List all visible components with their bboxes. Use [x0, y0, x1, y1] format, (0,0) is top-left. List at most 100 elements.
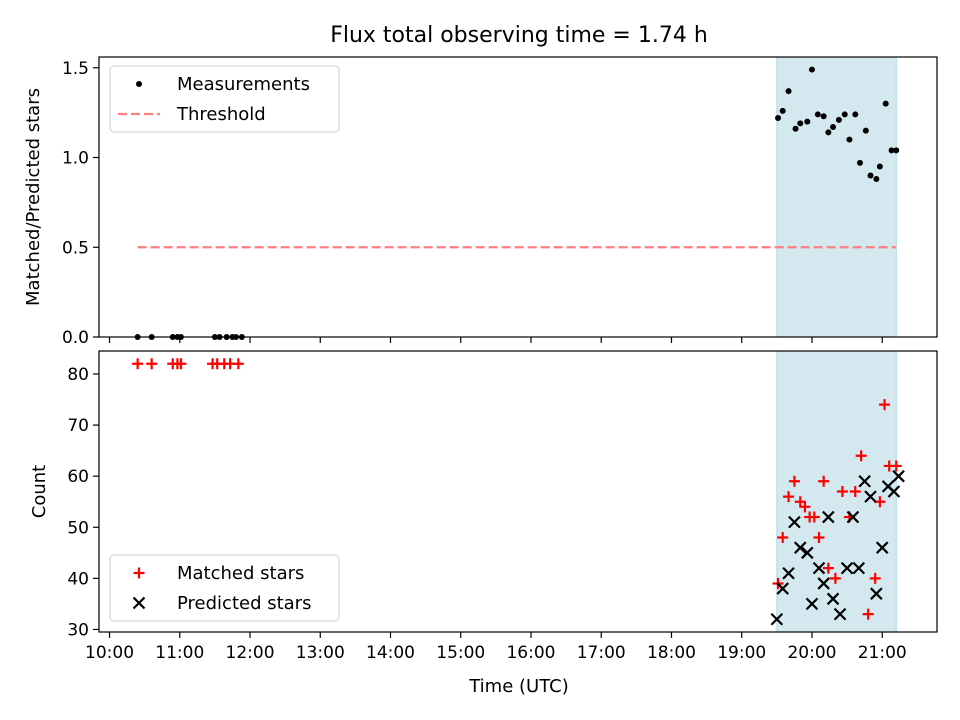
predicted-star-point: [812, 561, 826, 575]
legend-swatch-measurement: [136, 81, 142, 87]
matched-star-point: [808, 511, 820, 523]
matched-star-point: [777, 531, 789, 543]
measurement-point: [825, 129, 832, 136]
matched-star-point: [799, 501, 811, 513]
legend: Measurements Threshold: [109, 65, 340, 133]
y-axis-label: Count: [29, 465, 50, 518]
predicted-star-point: [826, 592, 840, 606]
x-tick-label: 10:00: [85, 643, 134, 663]
matched-star-point: [879, 399, 891, 411]
predicted-star-point: [887, 485, 901, 498]
measurement-point: [835, 116, 842, 123]
predicted-star-point: [864, 490, 877, 503]
y-tick-label: 70: [67, 416, 89, 436]
matched-star-point: [862, 608, 874, 620]
x-tick-label: 21:00: [858, 643, 907, 663]
legend-box: [109, 65, 340, 133]
matched-star-point: [855, 450, 867, 462]
matched-star-point: [869, 572, 881, 584]
predicted-star-point: [788, 515, 801, 529]
y-tick-label: 1.0: [62, 149, 89, 169]
matched-star-point: [849, 486, 861, 497]
observing-window-shade: [776, 350, 897, 633]
measurement-point: [820, 113, 827, 120]
matched-star-point: [829, 572, 841, 584]
matched-star-point: [132, 358, 144, 370]
predicted-star-point: [833, 607, 847, 621]
matched-star-point: [232, 358, 244, 370]
measurement-point: [856, 159, 863, 166]
predicted-star-point: [817, 577, 830, 590]
y-tick-label: 1.5: [62, 59, 89, 79]
measurement-point: [841, 111, 848, 118]
x-axis-label: Time (UTC): [468, 676, 569, 697]
predicted-star-point: [840, 561, 854, 575]
chart-title: Flux total observing time = 1.74 h: [330, 23, 708, 48]
measurement-point: [867, 172, 874, 179]
matched-star-point: [836, 486, 848, 497]
legend: Matched stars Predicted stars: [109, 554, 340, 622]
axes-frame: [98, 56, 938, 338]
measurement-point: [876, 163, 883, 170]
x-tick-label: 17:00: [577, 643, 626, 663]
matched-star-point: [783, 491, 795, 503]
legend-label: Measurements: [177, 74, 310, 95]
measurement-point: [775, 115, 782, 122]
predicted-star-point: [793, 541, 807, 554]
x-tick-label: 15:00: [436, 643, 485, 663]
measurement-point: [862, 127, 869, 134]
predicted-star-point: [870, 587, 883, 600]
predicted-star-point: [846, 510, 860, 524]
top-panel-ratio: 0.0 0.5 1.0 1.5 Matched/Predicted stars Measu…: [23, 56, 938, 348]
x-tick-label: 11:00: [155, 643, 204, 663]
x-tick-label: 14:00: [366, 643, 415, 663]
measurement-point: [882, 100, 889, 107]
y-tick-label: 60: [67, 467, 89, 487]
matched-star-point: [146, 358, 158, 370]
measurement-point: [808, 66, 815, 73]
measurement-point: [797, 120, 804, 127]
measurement-point: [830, 124, 837, 130]
matched-star-point: [813, 531, 825, 543]
x-tick-label: 16:00: [506, 643, 555, 663]
predicted-star-point: [822, 510, 835, 524]
predicted-star-point: [782, 566, 795, 580]
measurement-point: [804, 118, 811, 125]
measurement-point: [873, 176, 880, 183]
matched-star-point: [788, 475, 800, 487]
measurement-point: [792, 125, 799, 132]
x-tick-label: 19:00: [717, 643, 766, 663]
y-tick-label: 50: [67, 518, 89, 538]
measurement-point: [893, 147, 900, 154]
measurement-point: [779, 107, 786, 114]
matched-star-point: [890, 460, 902, 472]
measurement-point: [888, 147, 895, 154]
legend-swatch-predicted: [132, 596, 146, 610]
legend-swatch-matched: [133, 567, 145, 579]
x-tick-label: 12:00: [226, 643, 275, 663]
predicted-star-point: [801, 546, 814, 560]
predicted-star-point: [875, 541, 889, 554]
legend-label: Predicted stars: [177, 593, 311, 614]
observing-window-shade: [776, 56, 897, 338]
predicted-star-point: [805, 597, 819, 611]
predicted-star-point: [892, 469, 905, 483]
legend-label: Threshold: [176, 104, 266, 125]
axes-frame: [98, 350, 938, 633]
matched-star-point: [822, 562, 834, 574]
x-tick-label: 13:00: [296, 643, 345, 663]
x-tick-label: 18:00: [647, 643, 696, 663]
measurement-point: [814, 111, 821, 118]
y-tick-label: 40: [67, 569, 89, 589]
legend-label: Matched stars: [177, 563, 304, 584]
y-axis-label: Matched/Predicted stars: [23, 88, 44, 306]
predicted-star-point: [852, 561, 866, 575]
y-tick-label: 0.5: [62, 238, 89, 258]
bottom-panel-counts: 10:00 11:00 12:00 13:00 14:00 15:00 16:00 17:00…: [29, 350, 938, 663]
y-tick-label: 80: [67, 365, 89, 385]
measurement-point: [846, 136, 853, 143]
predicted-star-point: [858, 475, 871, 488]
matched-star-point: [175, 358, 187, 370]
measurement-point: [852, 111, 859, 118]
